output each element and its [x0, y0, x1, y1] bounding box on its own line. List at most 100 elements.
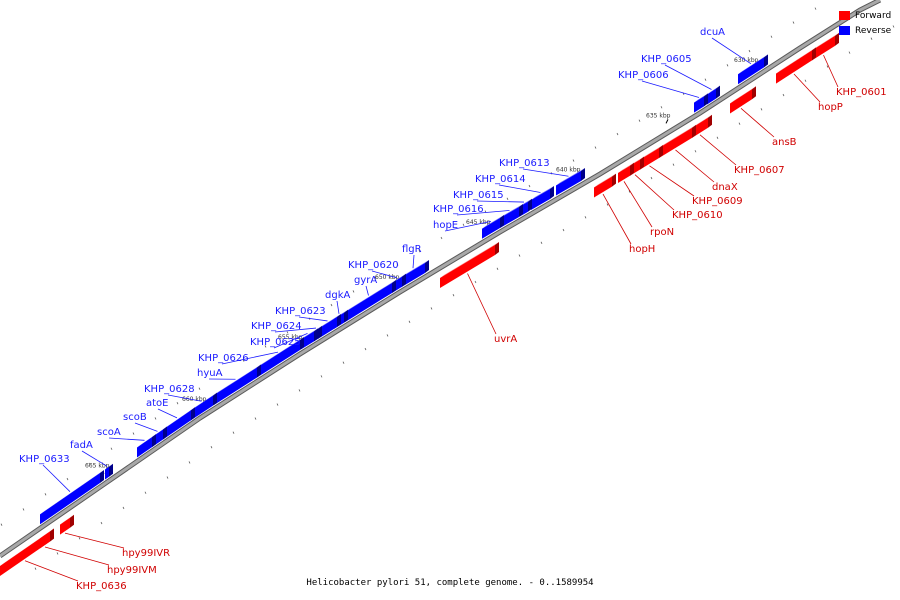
gene-khp-0609[interactable]: [640, 145, 663, 170]
gene-label-fada[interactable]: fadA: [70, 440, 93, 451]
gene-label-leader: [81, 450, 108, 467]
gene-hope[interactable]: [482, 215, 504, 239]
gene-label-leader: [823, 54, 839, 88]
gene-khp-0616[interactable]: [500, 203, 523, 228]
gene-uvra[interactable]: [440, 242, 499, 288]
gene-khp-0606[interactable]: [694, 93, 708, 113]
gene-label-hoph[interactable]: hopH: [629, 244, 655, 255]
gene-label-hpy99ivr[interactable]: hpy99IVR: [122, 548, 170, 559]
minor-tick: [408, 320, 411, 323]
gene-label-khp-0610[interactable]: KHP_0610: [672, 210, 723, 221]
gene-hoph[interactable]: [594, 173, 616, 198]
minor-tick: [804, 79, 807, 82]
gene-label-scob[interactable]: scoB: [123, 412, 147, 423]
gene-khp-0628[interactable]: [190, 392, 217, 421]
minor-tick: [220, 373, 223, 376]
gene-ansb[interactable]: [730, 86, 756, 114]
gene-label-khp-0606[interactable]: KHP_0606: [618, 70, 669, 81]
minor-tick: [110, 447, 113, 450]
gene-label-khp-0614[interactable]: KHP_0614: [475, 174, 526, 185]
gene-label-khp-0626[interactable]: KHP_0626: [198, 353, 249, 364]
gene-khp-0605[interactable]: [707, 85, 720, 105]
gene-label-dgka[interactable]: dgkA: [325, 290, 350, 301]
scale-tick-label: 635 kbp: [646, 112, 671, 119]
gene-label-khp-0633[interactable]: KHP_0633: [19, 454, 70, 465]
minor-tick: [210, 446, 213, 449]
gene-label-gyra[interactable]: gyrA: [354, 275, 377, 286]
gene-label-khp-0628[interactable]: KHP_0628: [144, 384, 195, 395]
gene-label-flgr[interactable]: flgR: [402, 244, 422, 255]
minor-tick: [198, 387, 201, 390]
scale-tick-label: 645 kbp: [466, 219, 491, 226]
minor-tick: [440, 236, 443, 240]
gene-label-khp-0624[interactable]: KHP_0624: [251, 321, 302, 332]
gene-label-khp-0623[interactable]: KHP_0623: [275, 306, 326, 317]
minor-tick: [638, 119, 641, 122]
legend-forward: Forward: [839, 8, 899, 23]
minor-tick: [562, 228, 565, 232]
gene-dcua[interactable]: [738, 54, 768, 85]
minor-tick: [364, 347, 367, 351]
gene-dnax[interactable]: [659, 124, 696, 159]
gene-gyra[interactable]: [345, 279, 396, 323]
gene-label-khp-0601[interactable]: KHP_0601: [836, 87, 887, 98]
gene-label-khp-0620[interactable]: KHP_0620: [348, 260, 399, 271]
scale-tick-label: 665 kbp: [85, 463, 110, 470]
gene-label-khp-0609[interactable]: KHP_0609: [692, 196, 743, 207]
gene-label-atoe[interactable]: atoE: [146, 398, 169, 409]
gene-label-leader: [298, 316, 328, 322]
gene-flgr[interactable]: [401, 260, 429, 288]
gene-label-hopp[interactable]: hopP: [818, 102, 843, 113]
gene-scoa[interactable]: [137, 434, 156, 458]
gene-khp-0626[interactable]: [256, 337, 304, 379]
gene-label-khp-0607[interactable]: KHP_0607: [734, 165, 785, 176]
gene-hpy99ivr[interactable]: [60, 514, 74, 535]
minor-tick: [154, 417, 157, 420]
gene-label-khp-0605[interactable]: KHP_0605: [641, 54, 692, 65]
scale-tick-label: 660 kbp: [182, 396, 207, 403]
gene-label-leader: [711, 37, 752, 65]
gene-khp-0613[interactable]: [556, 168, 585, 196]
gene-atoe[interactable]: [163, 407, 195, 440]
gene-label-rpon[interactable]: rpoN: [650, 227, 674, 238]
gene-label-khp-0636[interactable]: KHP_0636: [76, 581, 127, 592]
minor-tick: [166, 476, 169, 479]
gene-khp-0601[interactable]: [812, 32, 839, 61]
minor-tick: [56, 552, 59, 555]
gene-label-hyua[interactable]: hyuA: [197, 368, 223, 379]
gene-fada[interactable]: [105, 463, 113, 480]
minor-tick: [78, 537, 81, 540]
gene-label-hpy99ivm[interactable]: hpy99IVM: [107, 565, 157, 576]
gene-label-leader: [371, 270, 398, 279]
gene-khp-0633[interactable]: [40, 470, 104, 525]
gene-label-leader: [649, 165, 695, 197]
gene-khp-0625[interactable]: [301, 328, 318, 350]
gene-label-khp-0613[interactable]: KHP_0613: [499, 158, 550, 169]
gene-label-dcua[interactable]: dcuA: [700, 27, 725, 38]
gene-label-khp-0615[interactable]: KHP_0615: [453, 190, 504, 201]
gene-label-hope[interactable]: hopE: [433, 220, 458, 231]
gene-hyua[interactable]: [214, 364, 261, 406]
gene-label-uvra[interactable]: uvrA: [494, 334, 517, 345]
gene-label-ansb[interactable]: ansB: [772, 137, 797, 148]
minor-tick: [770, 35, 773, 38]
gene-rpon[interactable]: [618, 162, 634, 184]
gene-label-khp-0616[interactable]: KHP_0616: [433, 204, 484, 215]
gene-khp-0636[interactable]: [0, 528, 54, 577]
legend-forward-swatch: [839, 11, 850, 20]
gene-label-dnax[interactable]: dnaX: [712, 182, 738, 193]
legend: Forward Reverse: [839, 8, 899, 38]
gene-khp-0623[interactable]: [318, 314, 341, 339]
gene-hopp[interactable]: [776, 47, 816, 84]
gene-label-leader: [108, 437, 145, 441]
legend-forward-label: Forward: [855, 10, 892, 21]
gene-label-khp-0625[interactable]: KHP_0625: [250, 337, 301, 348]
minor-tick: [342, 361, 345, 364]
minor-tick: [176, 402, 179, 405]
gene-khp-0614[interactable]: [531, 186, 554, 211]
minor-tick: [264, 345, 267, 348]
gene-label-scoa[interactable]: scoA: [97, 427, 121, 438]
scale-tick-label: 655 kbp: [278, 334, 303, 341]
minor-tick: [694, 150, 697, 153]
